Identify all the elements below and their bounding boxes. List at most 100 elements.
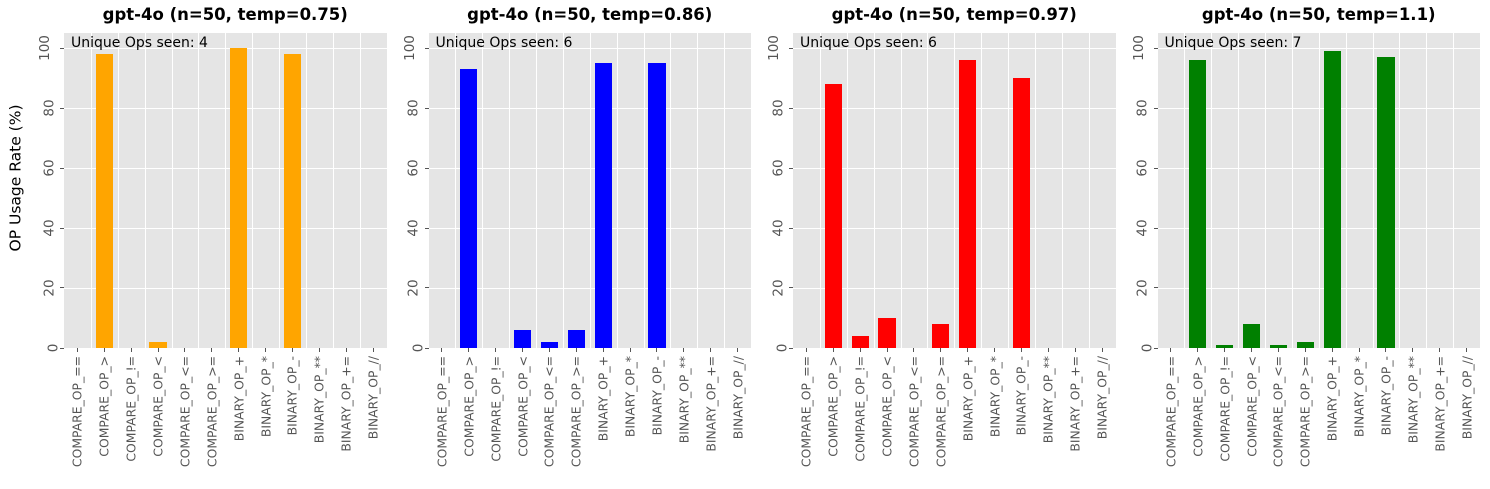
- x-tick-mark: [1035, 348, 1062, 354]
- x-label-slot: COMPARE_OP_>: [1184, 356, 1211, 486]
- bar[interactable]: [851, 336, 869, 348]
- x-tick-label: COMPARE_OP_<=: [1270, 356, 1286, 468]
- y-tick-label: 20: [41, 279, 58, 297]
- bar[interactable]: [959, 60, 977, 348]
- bar-slot: [279, 33, 306, 348]
- x-label-slot: COMPARE_OP_==: [429, 356, 456, 486]
- x-tick-mark: [724, 348, 751, 354]
- gridline-vertical: [724, 33, 726, 348]
- x-label-slot: COMPARE_OP_==: [793, 356, 820, 486]
- x-label-slot: BINARY_OP_//: [724, 356, 751, 486]
- x-tick-label: BINARY_OP_+: [231, 356, 247, 442]
- gridline-vertical: [1088, 33, 1090, 348]
- gridline-vertical: [927, 33, 929, 348]
- bar[interactable]: [283, 54, 302, 348]
- bar[interactable]: [1216, 345, 1234, 348]
- gridline-vertical: [670, 33, 672, 348]
- bar[interactable]: [540, 342, 559, 348]
- gridline-vertical: [1399, 33, 1401, 348]
- x-tick-mark: [509, 348, 536, 354]
- x-label-slot: BINARY_OP_+: [590, 356, 617, 486]
- bar[interactable]: [149, 342, 167, 348]
- y-tick-label: 0: [774, 343, 791, 353]
- x-label-slot: COMPARE_OP_>=: [927, 356, 954, 486]
- x-label-slot: COMPARE_OP_>: [455, 356, 482, 486]
- bar[interactable]: [932, 324, 950, 348]
- gridline-vertical: [819, 33, 821, 348]
- bar[interactable]: [1323, 51, 1341, 348]
- x-tick-label: BINARY_OP_//: [1459, 356, 1475, 440]
- y-tick-mark: [1153, 227, 1158, 229]
- bar[interactable]: [594, 63, 612, 348]
- x-tick-mark: [1238, 348, 1265, 354]
- gridline-vertical: [697, 33, 699, 348]
- gridline-vertical: [198, 33, 200, 348]
- x-tick-mark: [644, 348, 671, 354]
- bar[interactable]: [95, 54, 113, 348]
- bar[interactable]: [567, 330, 585, 348]
- x-tick-label: COMPARE_OP_<: [1244, 356, 1260, 457]
- bar-slot: [1211, 33, 1238, 348]
- gridline-vertical: [981, 33, 983, 348]
- bar[interactable]: [878, 318, 896, 348]
- bar[interactable]: [1012, 78, 1031, 348]
- plot-area: Unique Ops seen: 7: [1157, 33, 1481, 348]
- x-tick-label: COMPARE_OP_!=: [123, 356, 139, 462]
- bar[interactable]: [1377, 57, 1395, 348]
- subplot-2: gpt-4o (n=50, temp=0.86) 0 20 40 60 80 100 Uniq…: [393, 0, 758, 489]
- x-label-slot: BINARY_OP_*: [252, 356, 279, 486]
- bar[interactable]: [648, 63, 666, 348]
- x-tick-mark: [1426, 348, 1453, 354]
- x-label-slot: COMPARE_OP_<=: [901, 356, 928, 486]
- x-tick-mark: [279, 348, 306, 354]
- bar[interactable]: [1189, 60, 1207, 348]
- subplot-4: gpt-4o (n=50, temp=1.1) 0 20 40 60 80 100 Uniqu…: [1122, 0, 1487, 489]
- x-label-slot: BINARY_OP_**: [670, 356, 697, 486]
- x-tick-mark: [1265, 348, 1292, 354]
- x-tick-label: BINARY_OP_+: [1324, 356, 1340, 442]
- bar[interactable]: [1242, 324, 1261, 348]
- y-tick-label: 100: [1130, 35, 1147, 61]
- x-label-slot: COMPARE_OP_==: [1158, 356, 1185, 486]
- x-tick-mark: [1373, 348, 1400, 354]
- bar[interactable]: [230, 48, 248, 348]
- x-tick-mark: [91, 348, 118, 354]
- x-tick-mark: [820, 348, 847, 354]
- gridline-vertical: [279, 33, 280, 348]
- gridline-vertical: [1372, 33, 1374, 348]
- subplot-title: gpt-4o (n=50, temp=0.86): [467, 5, 713, 24]
- y-tick-mark: [789, 107, 793, 109]
- bar-slot: [455, 33, 482, 348]
- x-tick-label: COMPARE_OP_>=: [568, 356, 584, 468]
- x-tick-label: BINARY_OP_+=: [338, 356, 354, 452]
- bar-slot: [981, 33, 1008, 348]
- y-tick-mark: [60, 227, 64, 229]
- x-tick-label: BINARY_OP_-: [1378, 356, 1394, 436]
- gridline-vertical: [144, 33, 146, 348]
- x-tick-label: COMPARE_OP_>=: [933, 356, 949, 468]
- bar[interactable]: [1269, 345, 1288, 348]
- bar-slot: [563, 33, 590, 348]
- bar[interactable]: [824, 84, 842, 348]
- x-label-slot: COMPARE_OP_!=: [1211, 356, 1238, 486]
- gridline-vertical: [900, 33, 902, 348]
- bar[interactable]: [1296, 342, 1314, 348]
- bar[interactable]: [513, 330, 532, 348]
- bar[interactable]: [460, 69, 478, 348]
- x-tick-mark: [360, 348, 387, 354]
- x-label-slot: COMPARE_OP_<=: [1265, 356, 1292, 486]
- bar-slot: [874, 33, 901, 348]
- x-tick-mark: [793, 348, 820, 354]
- plot-area: Unique Ops seen: 6: [793, 33, 1116, 348]
- x-axis-ticks: [64, 348, 387, 354]
- gridline-vertical: [455, 33, 457, 348]
- gridline-vertical: [1265, 33, 1266, 348]
- x-tick-label: BINARY_OP_+=: [703, 356, 719, 452]
- gridline-vertical: [1453, 33, 1455, 348]
- bar-series: [1158, 33, 1481, 348]
- bar-series: [793, 33, 1116, 348]
- x-tick-label: BINARY_OP_//: [730, 356, 746, 440]
- x-tick-mark: [455, 348, 482, 354]
- x-label-slot: BINARY_OP_//: [1089, 356, 1116, 486]
- bar-slot: [1319, 33, 1346, 348]
